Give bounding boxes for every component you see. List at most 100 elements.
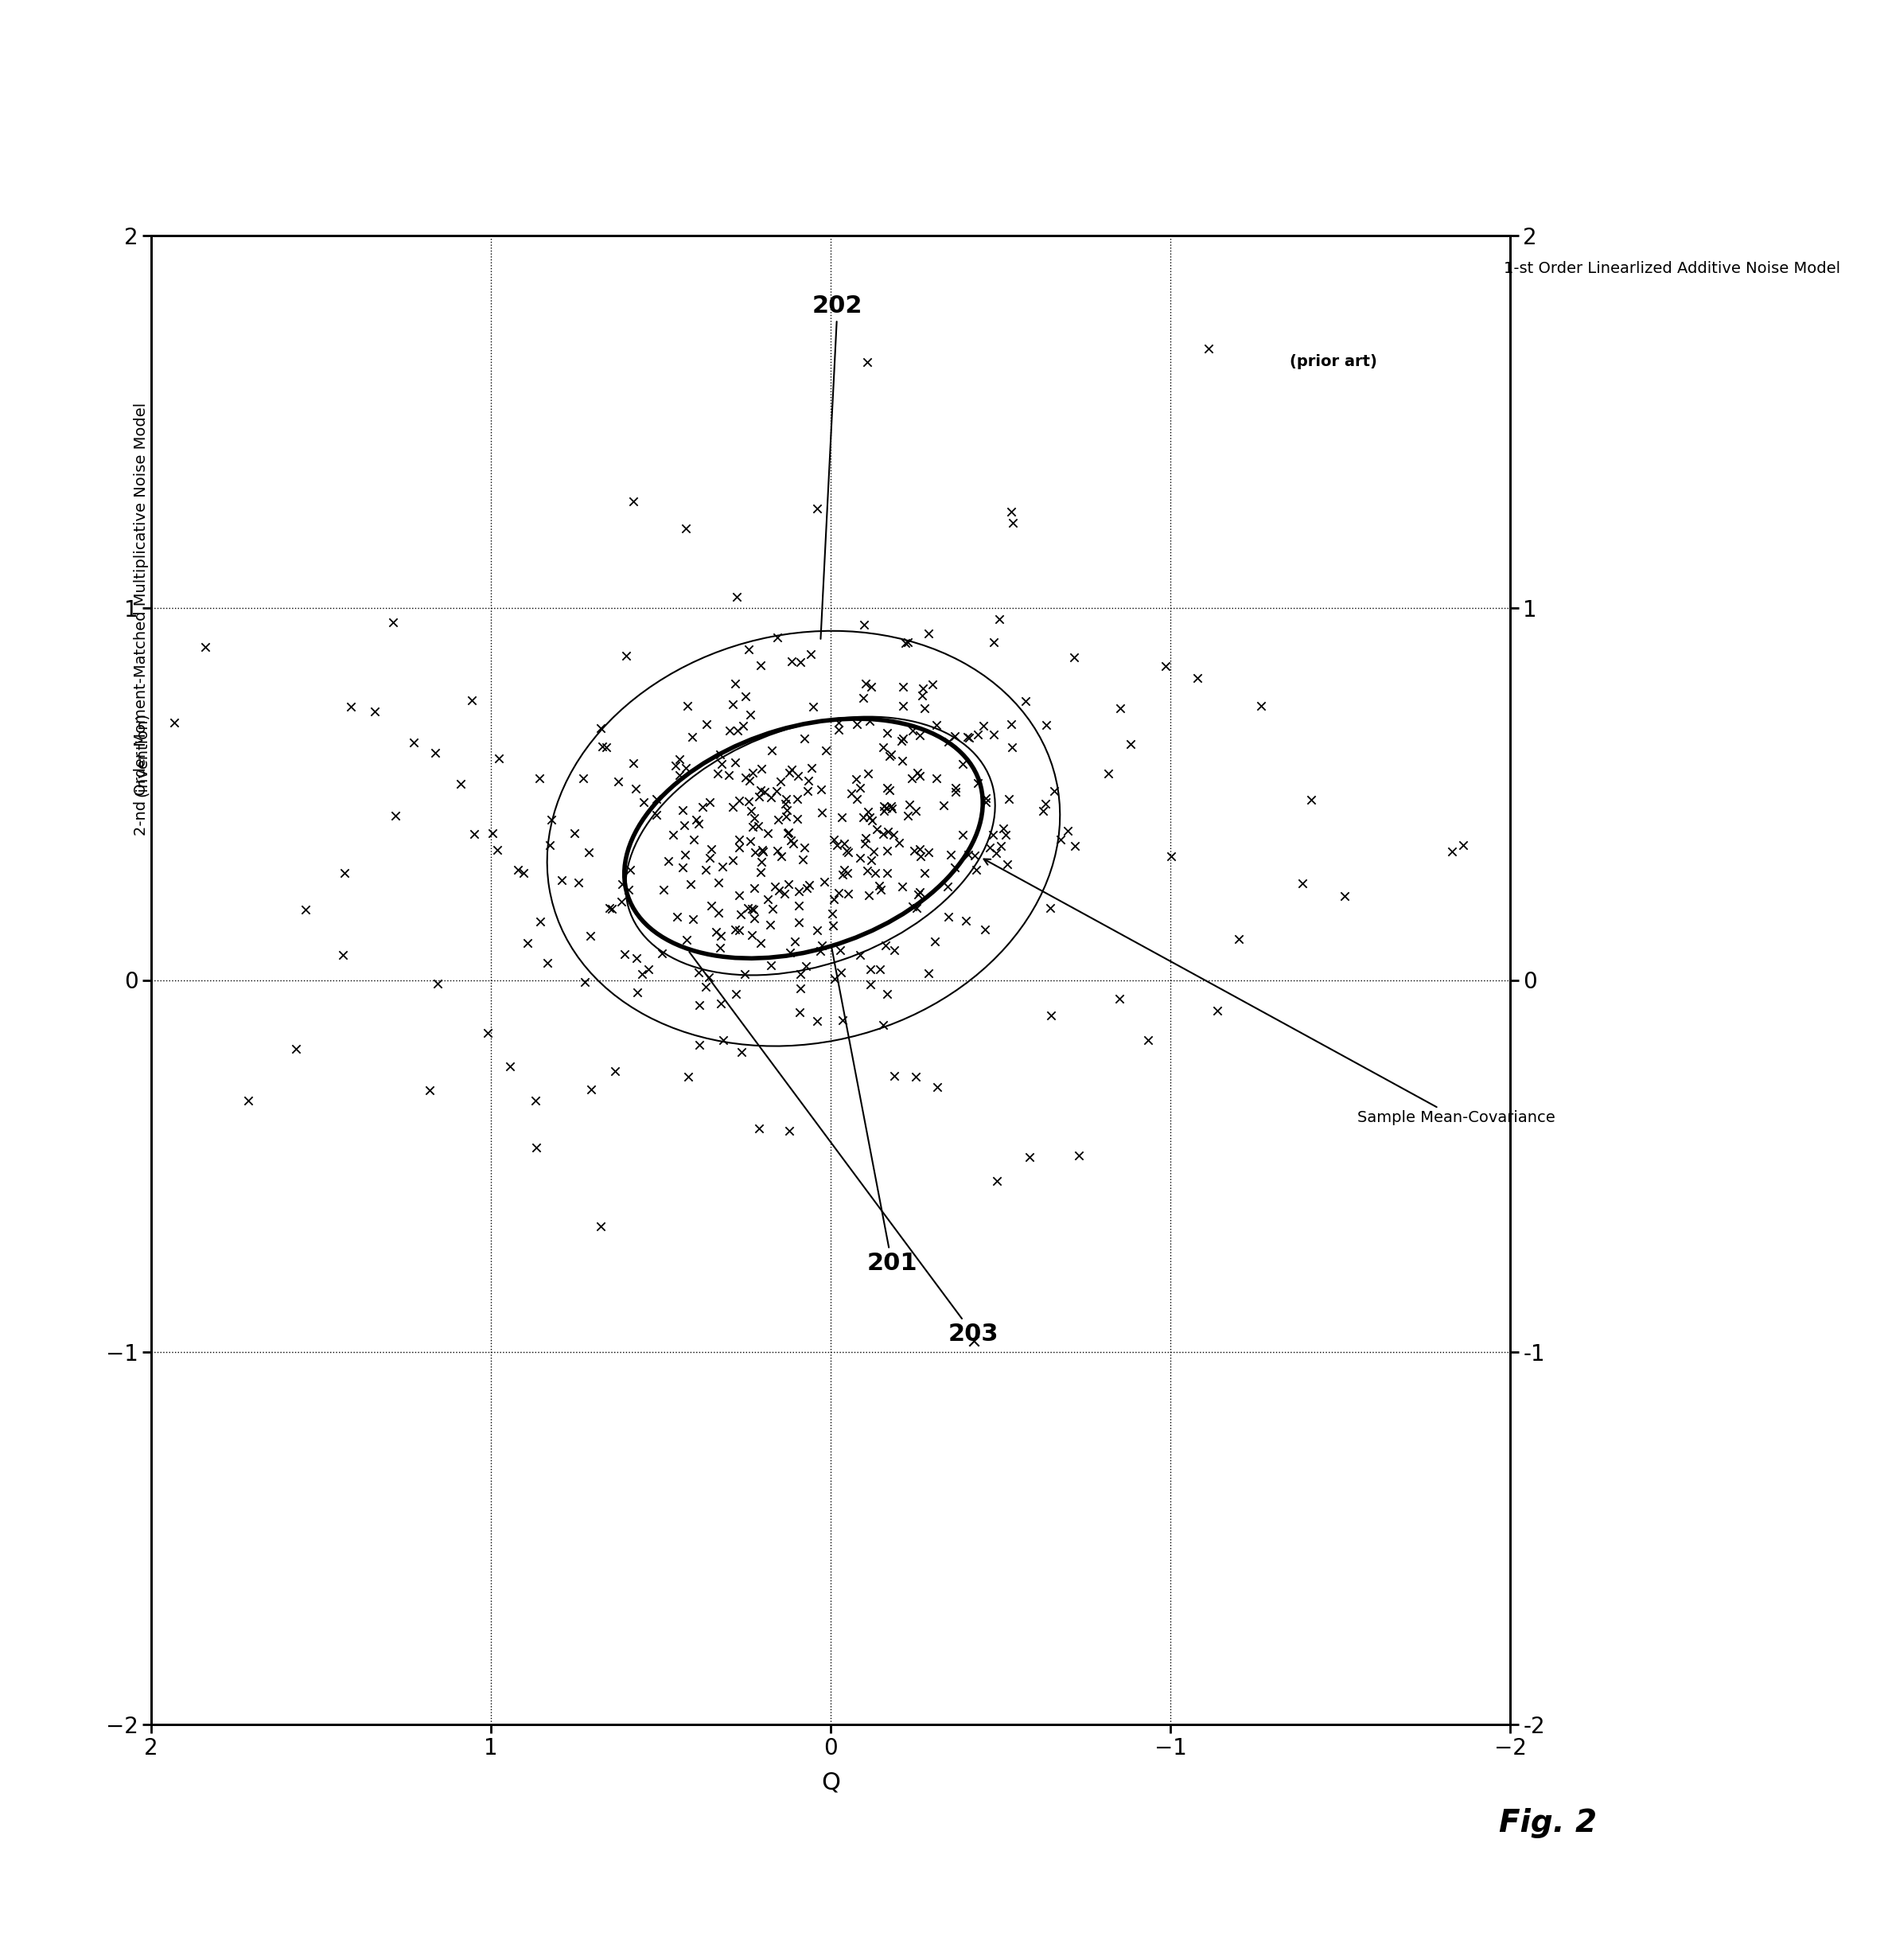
Point bbox=[1027, 796, 1057, 827]
Point bbox=[680, 823, 710, 855]
Point bbox=[759, 870, 789, 902]
Point bbox=[717, 792, 748, 823]
Point bbox=[378, 608, 408, 639]
Point bbox=[940, 853, 970, 884]
Point bbox=[880, 1060, 910, 1092]
Point bbox=[502, 855, 532, 886]
Point bbox=[159, 708, 189, 739]
Point bbox=[661, 749, 691, 780]
Point bbox=[693, 960, 723, 992]
Point bbox=[865, 870, 895, 902]
Point bbox=[623, 976, 653, 1007]
Point bbox=[731, 958, 761, 990]
Point bbox=[614, 874, 644, 906]
Point bbox=[725, 823, 755, 855]
Point bbox=[999, 508, 1029, 539]
Point bbox=[653, 845, 683, 876]
Point bbox=[1203, 996, 1233, 1027]
Point bbox=[921, 762, 952, 794]
Point bbox=[785, 647, 816, 678]
Point bbox=[483, 743, 514, 774]
Point bbox=[744, 1113, 774, 1145]
Point bbox=[908, 680, 938, 711]
Point bbox=[683, 808, 714, 839]
Point bbox=[691, 970, 721, 1002]
Point bbox=[993, 849, 1023, 880]
Point bbox=[700, 915, 731, 947]
Point bbox=[672, 1060, 702, 1092]
Point bbox=[746, 927, 776, 958]
Point bbox=[683, 1029, 714, 1060]
Point bbox=[719, 913, 750, 945]
Point bbox=[904, 760, 935, 792]
Point bbox=[763, 835, 793, 866]
Point bbox=[706, 749, 736, 780]
Point bbox=[602, 766, 632, 798]
Point bbox=[704, 866, 734, 898]
Point bbox=[755, 949, 785, 980]
Point bbox=[821, 829, 851, 860]
Point bbox=[819, 823, 850, 855]
Point bbox=[521, 1084, 551, 1115]
Point bbox=[1448, 829, 1478, 860]
Point bbox=[910, 857, 940, 888]
Point bbox=[612, 639, 642, 670]
Point bbox=[336, 692, 366, 723]
Point bbox=[734, 825, 765, 857]
Point bbox=[576, 921, 606, 953]
Point bbox=[933, 725, 963, 757]
Point bbox=[961, 855, 991, 886]
Point bbox=[546, 864, 576, 896]
Point bbox=[536, 804, 566, 835]
Point bbox=[855, 968, 885, 1000]
Point bbox=[668, 794, 699, 825]
Point bbox=[1010, 686, 1040, 717]
Point bbox=[734, 633, 765, 664]
Point bbox=[765, 766, 795, 798]
Point bbox=[763, 621, 793, 653]
Point bbox=[719, 747, 750, 778]
Point bbox=[1093, 759, 1123, 790]
Point bbox=[904, 719, 935, 751]
Point bbox=[825, 956, 855, 988]
Point bbox=[919, 925, 950, 956]
Point bbox=[1031, 710, 1061, 741]
Point bbox=[757, 735, 787, 766]
Point bbox=[770, 784, 801, 815]
Point bbox=[361, 696, 391, 727]
Point bbox=[617, 486, 648, 517]
Point bbox=[770, 788, 801, 819]
Point bbox=[615, 855, 646, 886]
Point bbox=[706, 933, 736, 964]
Point bbox=[1246, 690, 1276, 721]
Point bbox=[585, 1211, 615, 1243]
Point bbox=[963, 768, 993, 800]
Point bbox=[853, 757, 884, 788]
Point bbox=[855, 955, 885, 986]
Point bbox=[746, 847, 776, 878]
Point bbox=[621, 772, 651, 804]
Point bbox=[978, 627, 1008, 659]
Point bbox=[776, 755, 806, 786]
Point bbox=[731, 680, 761, 711]
Point bbox=[818, 898, 848, 929]
Point bbox=[829, 829, 859, 860]
Point bbox=[921, 710, 952, 741]
Point bbox=[457, 684, 487, 715]
Point bbox=[885, 725, 916, 757]
Point bbox=[874, 774, 904, 806]
Point bbox=[1063, 1141, 1093, 1172]
Point bbox=[232, 1086, 262, 1117]
Point bbox=[532, 947, 563, 978]
Point bbox=[676, 868, 706, 900]
X-axis label: Q: Q bbox=[821, 1770, 840, 1793]
Point bbox=[872, 835, 902, 866]
Point bbox=[855, 802, 885, 833]
Point bbox=[379, 800, 410, 831]
Point bbox=[606, 868, 636, 900]
Point bbox=[746, 753, 776, 784]
Point bbox=[914, 837, 944, 868]
Point bbox=[421, 737, 451, 768]
Point bbox=[1295, 784, 1325, 815]
Point bbox=[897, 715, 927, 747]
